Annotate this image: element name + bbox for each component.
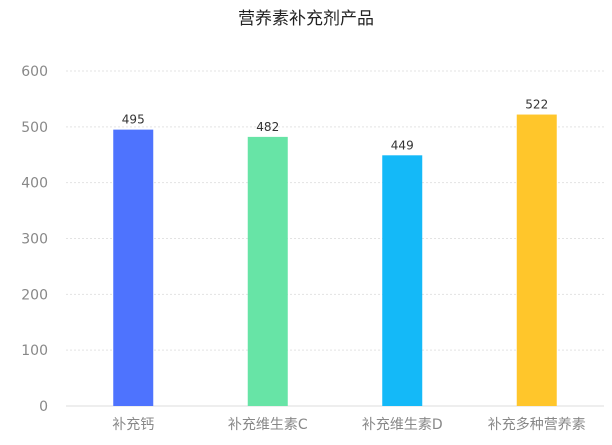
x-tick-label: 补充维生素D — [362, 417, 443, 433]
bar — [516, 114, 557, 407]
y-tick-label: 400 — [21, 176, 48, 192]
x-tick-label: 补充维生素C — [228, 417, 308, 433]
bar — [247, 136, 288, 406]
chart-title: 营养素补充剂产品 — [238, 9, 374, 29]
data-label: 495 — [122, 113, 145, 127]
x-tick-label: 补充多种营养素 — [488, 416, 586, 433]
y-tick-label: 500 — [21, 120, 48, 136]
y-tick-label: 0 — [39, 399, 48, 415]
y-tick-label: 100 — [21, 343, 48, 359]
y-tick-label: 300 — [21, 232, 48, 248]
y-tick-label: 600 — [21, 64, 48, 80]
data-label: 449 — [391, 138, 414, 152]
x-tick-label: 补充钙 — [112, 417, 154, 433]
data-label: 522 — [525, 98, 548, 112]
bar — [382, 155, 423, 406]
bar — [113, 129, 154, 406]
y-tick-label: 200 — [21, 287, 48, 303]
data-label: 482 — [256, 120, 279, 134]
